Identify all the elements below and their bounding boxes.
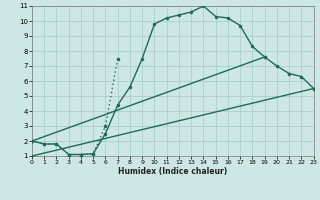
X-axis label: Humidex (Indice chaleur): Humidex (Indice chaleur) xyxy=(118,167,228,176)
